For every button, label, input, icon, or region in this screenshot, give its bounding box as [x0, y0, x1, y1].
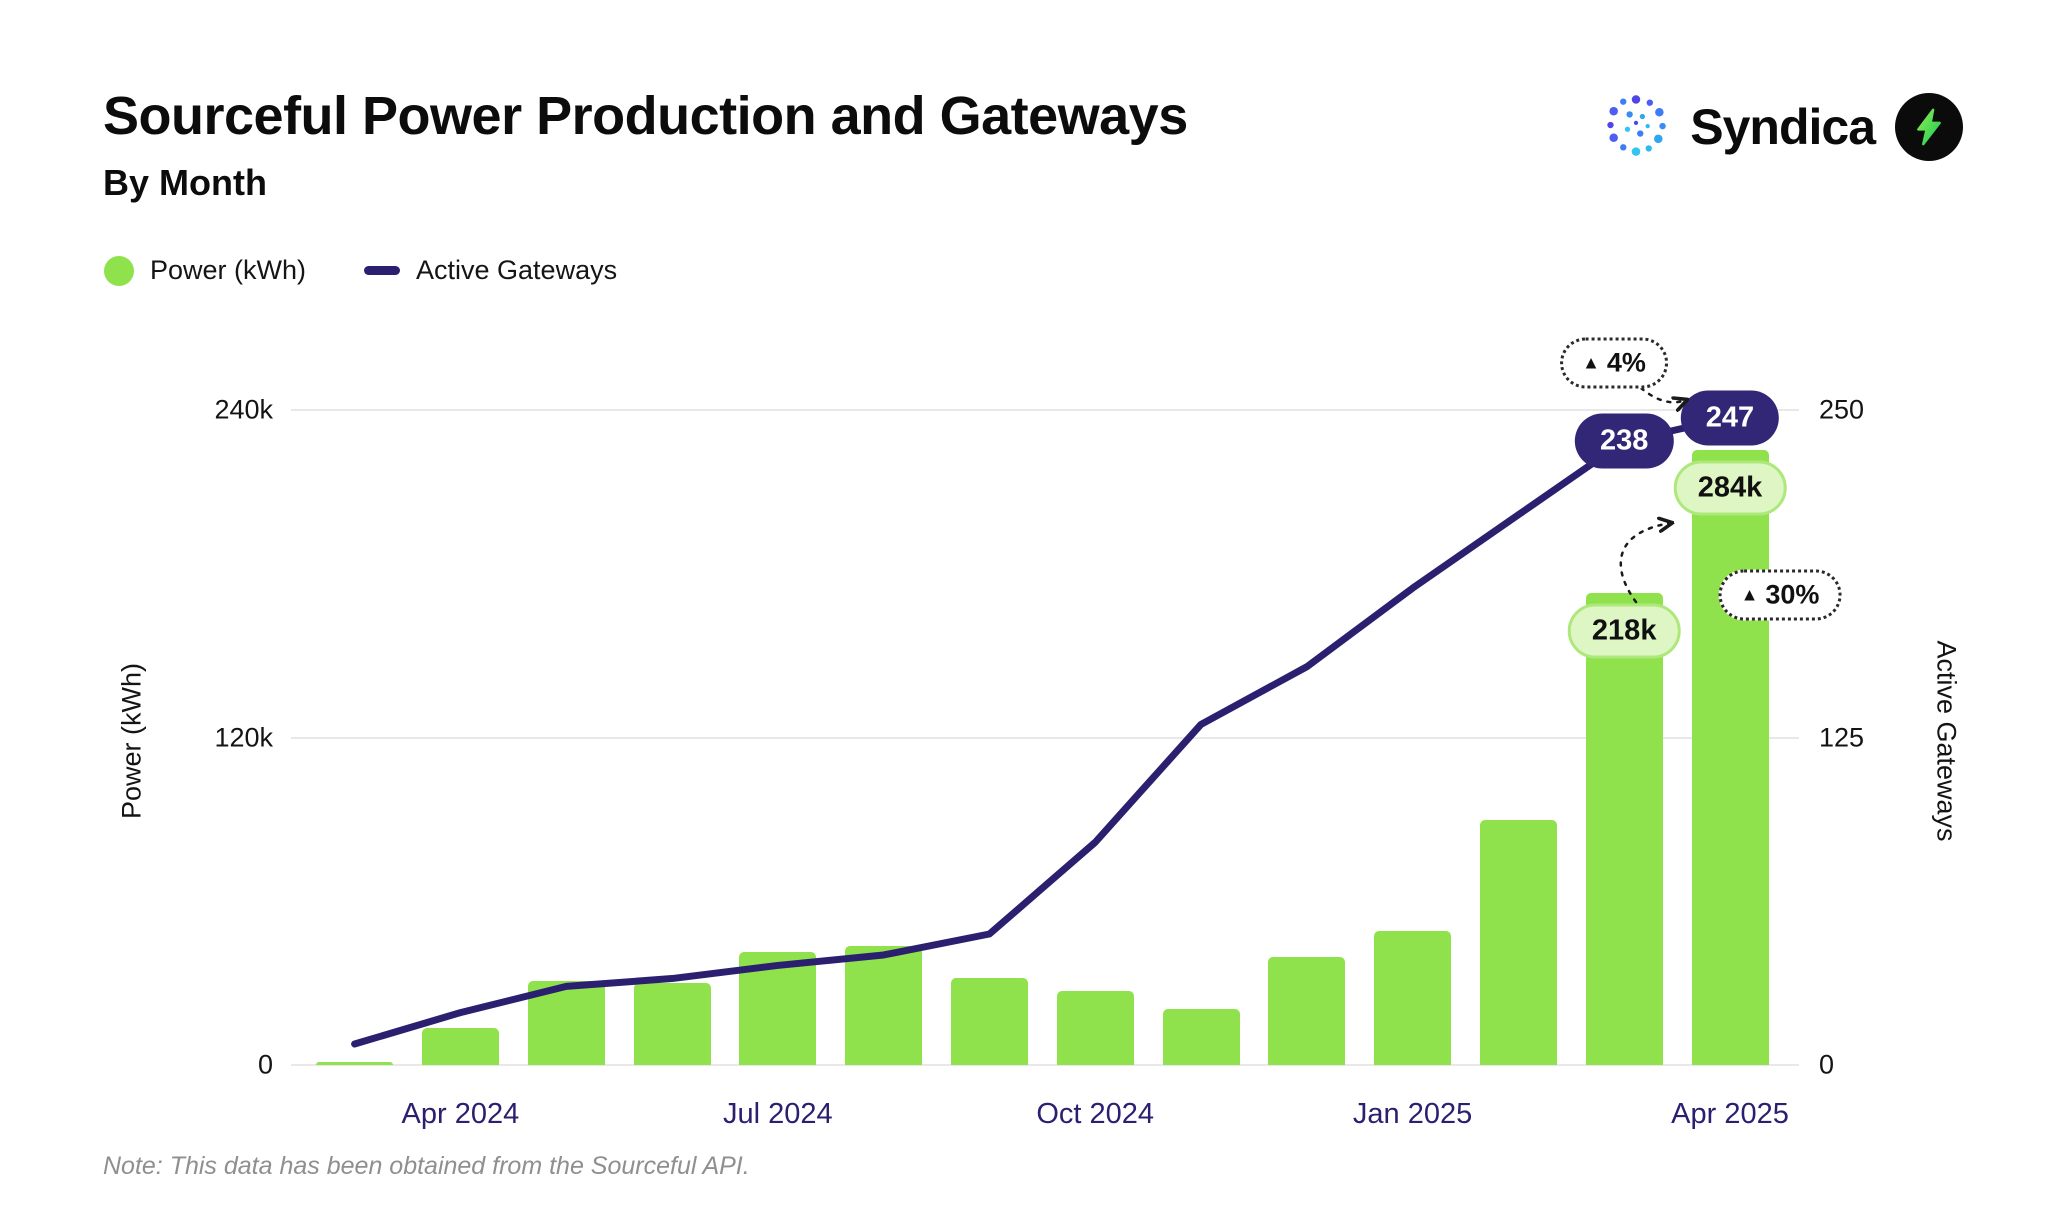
power-legend-dot-icon: [104, 255, 134, 286]
gateways-line: [351, 414, 1734, 1048]
power-callout-arrow: [1619, 523, 1671, 604]
right-axis-title: Active Gateways: [1931, 640, 1962, 842]
lightning-badge: [1895, 93, 1963, 161]
up-triangle-icon: ▲: [1582, 352, 1600, 373]
lightning-bolt-icon: [1917, 108, 1941, 146]
y-right-tick-125: 125: [1819, 722, 1865, 752]
gateways-label-mar-2025: 238: [1574, 413, 1674, 469]
brand-wordmark: Syndica: [1690, 99, 1876, 155]
page-title: Sourceful Power Production and Gateways: [103, 86, 1188, 146]
power-bar-aug-2024: [845, 945, 923, 1065]
legend-item-gateways: Active Gateways: [364, 255, 617, 286]
y-left-tick-120k: 120k: [214, 722, 273, 752]
gridline-120k: [291, 736, 1799, 739]
power-bar-feb-2025: [1479, 820, 1557, 1065]
power-bar-apr-2025: [1691, 450, 1769, 1065]
legend: Power (kWh) Active Gateways: [104, 255, 617, 286]
power-bar-dec-2024: [1268, 956, 1346, 1065]
gateways-pct-value: 4%: [1606, 347, 1646, 378]
power-pct-value: 30%: [1765, 579, 1820, 610]
gateways-label-apr-2025: 247: [1680, 390, 1780, 446]
x-tick-oct-2024: Oct 2024: [1036, 1098, 1155, 1130]
labels-layer: Apr 2024 Jul 2024 Oct 2024 Jan 2025 Apr 2025…: [291, 390, 1799, 1130]
page-subtitle: By Month: [103, 162, 267, 203]
y-left-tick-0: 0: [257, 1049, 273, 1080]
plot-area: 0 120k 240k 0 125 250 Apr 2024 Jul 2024 Oct 202…: [214, 337, 1864, 1130]
y-right-tick-0: 0: [1819, 1049, 1835, 1080]
power-bar-mar-2025: [1585, 592, 1663, 1065]
power-pct-callout: ▲ 30%: [1718, 569, 1842, 621]
x-tick-jul-2024: Jul 2024: [722, 1098, 833, 1130]
power-bar-mar-2024: [316, 1061, 394, 1065]
legend-gateways-label: Active Gateways: [416, 255, 618, 285]
y-left-tick-240k: 240k: [214, 394, 273, 425]
x-tick-apr-2025: Apr 2025: [1671, 1098, 1789, 1130]
syndica-logo-icon: [1602, 91, 1670, 164]
gridline-0: [291, 1064, 1799, 1066]
gateways-legend-dash-icon: [364, 266, 401, 275]
power-bar-apr-2024: [421, 1028, 499, 1065]
grid-layer: 0 120k 240k 0 125 250: [214, 395, 1864, 1080]
line-layer: [351, 414, 1734, 1048]
power-label-mar-2025: 218k: [1567, 603, 1681, 659]
gateways-callout-arrow: [1639, 386, 1686, 402]
power-bar-jun-2024: [633, 982, 711, 1065]
up-triangle-icon: ▲: [1740, 584, 1759, 605]
power-bar-oct-2024: [1056, 991, 1134, 1065]
power-bar-nov-2024: [1162, 1008, 1240, 1065]
legend-item-power: Power (kWh): [104, 255, 306, 286]
gateways-pct-callout: ▲ 4%: [1560, 337, 1668, 389]
left-axis-title: Power (kWh): [116, 662, 147, 820]
legend-power-label: Power (kWh): [150, 255, 307, 285]
x-tick-apr-2024: Apr 2024: [401, 1098, 520, 1130]
x-tick-jan-2025: Jan 2025: [1352, 1098, 1473, 1130]
gridline-240k: [291, 409, 1799, 411]
power-bar-sep-2024: [950, 978, 1028, 1065]
power-bar-jan-2025: [1374, 930, 1452, 1065]
y-right-tick-250: 250: [1819, 394, 1865, 425]
bars-layer: [291, 410, 1799, 1065]
brand-area: Syndica: [1602, 92, 1963, 162]
source-note: Note: This data has been obtained from t…: [103, 1152, 750, 1180]
power-label-apr-2025: 284k: [1673, 460, 1787, 516]
arrows-layer: [1619, 386, 1799, 604]
